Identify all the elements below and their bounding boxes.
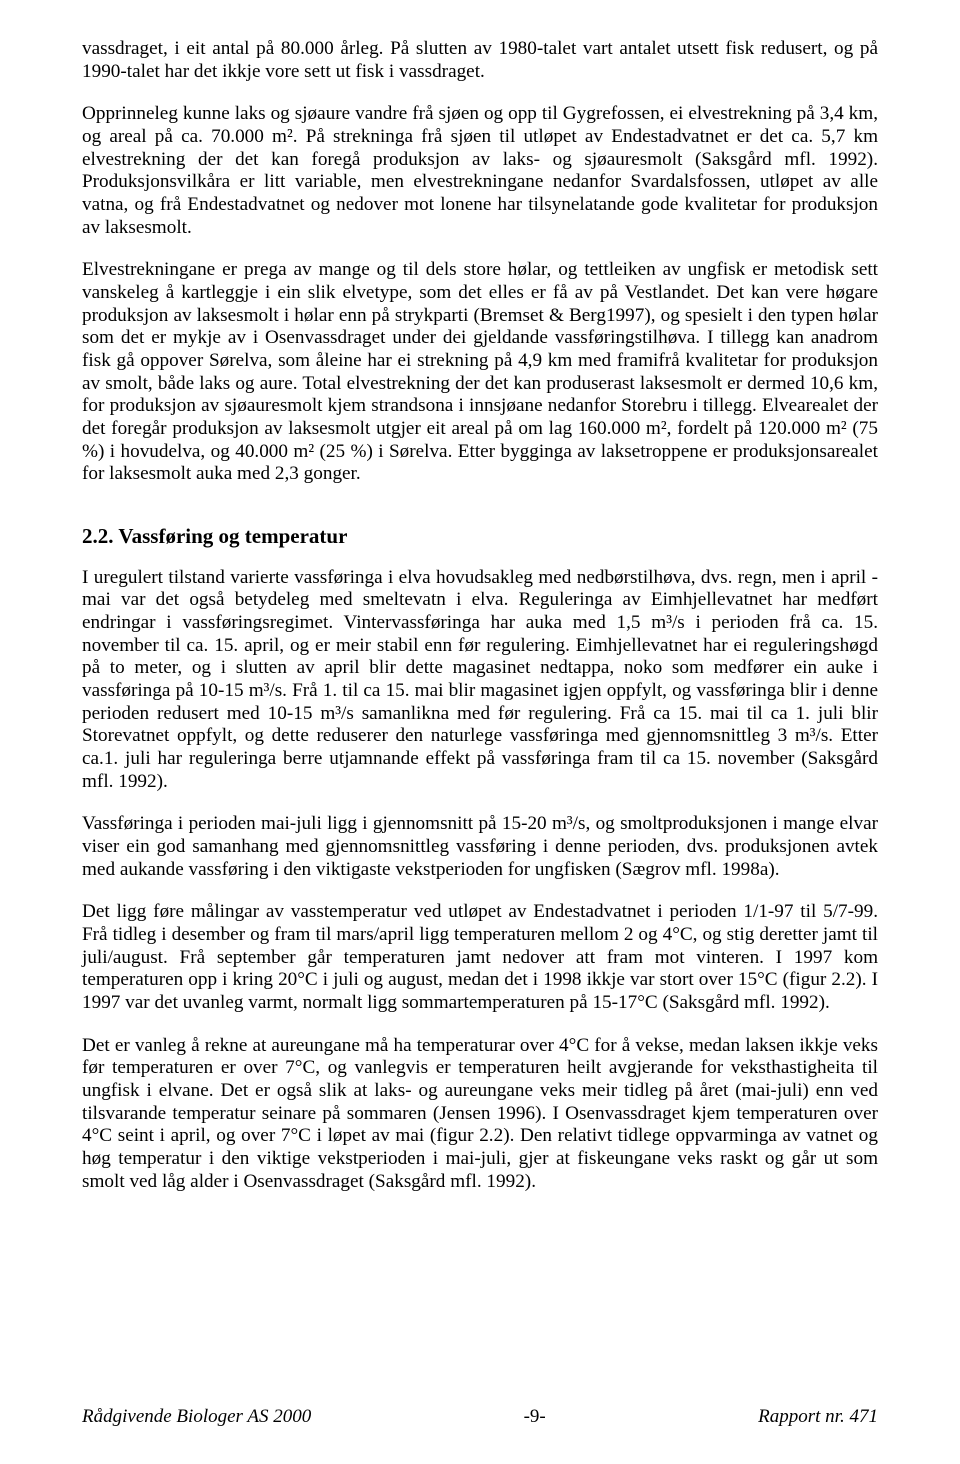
footer-page-number: -9- [524, 1406, 546, 1428]
paragraph-6: Det ligg føre målingar av vasstemperatur… [82, 901, 878, 1014]
paragraph-5: Vassføringa i perioden mai-juli ligg i g… [82, 813, 878, 881]
paragraph-4: I uregulert tilstand varierte vassføring… [82, 567, 878, 794]
paragraph-7: Det er vanleg å rekne at aureungane må h… [82, 1035, 878, 1194]
section-heading-2-2: 2.2. Vassføring og temperatur [82, 524, 878, 549]
document-page: vassdraget, i eit antal på 80.000 årleg.… [0, 0, 960, 1464]
page-footer: Rådgivende Biologer AS 2000 -9- Rapport … [82, 1406, 878, 1428]
footer-right: Rapport nr. 471 [758, 1406, 878, 1428]
paragraph-3: Elvestrekningane er prega av mange og ti… [82, 259, 878, 486]
paragraph-1: vassdraget, i eit antal på 80.000 årleg.… [82, 38, 878, 83]
paragraph-2: Opprinneleg kunne laks og sjøaure vandre… [82, 103, 878, 239]
footer-left: Rådgivende Biologer AS 2000 [82, 1406, 311, 1428]
